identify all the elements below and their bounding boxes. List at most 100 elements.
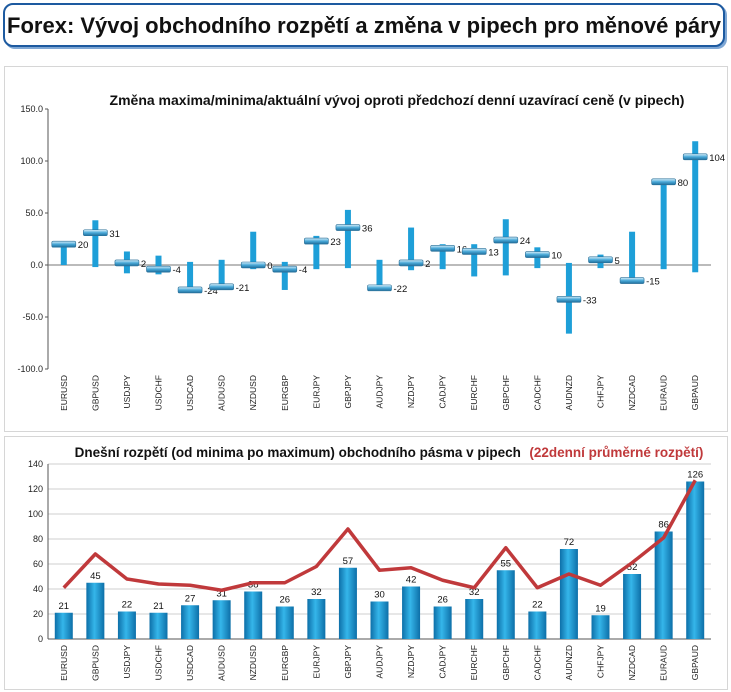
bar-value-label: 42: [406, 575, 417, 586]
category-label: AUDUSD: [217, 645, 227, 681]
category-label: CADCHF: [532, 375, 542, 410]
y-tick-label: 20: [33, 609, 43, 619]
data-label: -15: [646, 277, 660, 288]
bar: [402, 586, 421, 639]
category-label: USDCAD: [185, 645, 195, 681]
current-marker: [272, 265, 298, 273]
page-header: Forex: Vývoj obchodního rozpětí a změna …: [3, 3, 725, 47]
range-bar: [439, 244, 446, 270]
bar-chart-title-main: Dnešní rozpětí (od minima po maximum) ob…: [75, 445, 521, 460]
category-label: CADJPY: [438, 645, 448, 679]
current-marker: [177, 286, 203, 294]
bar-value-label: 26: [437, 595, 448, 606]
category-label: EURJPY: [311, 645, 321, 679]
data-label: 2: [141, 259, 146, 270]
y-tick-label: 140: [28, 459, 43, 469]
bar-value-label: 31: [216, 588, 227, 599]
bar: [465, 599, 484, 639]
category-label: EURGBP: [280, 645, 290, 681]
data-label: -21: [236, 283, 250, 294]
data-label: 13: [488, 247, 499, 258]
bar-value-label: 72: [564, 537, 575, 548]
current-marker: [493, 236, 519, 244]
data-label: 23: [330, 237, 341, 248]
data-label: 24: [520, 236, 531, 247]
bar-value-label: 86: [658, 520, 669, 531]
y-tick-label: 0.0: [30, 260, 43, 270]
bar: [686, 481, 705, 639]
current-marker: [240, 261, 266, 269]
range-bar: [187, 261, 194, 291]
y-tick-label: 120: [28, 484, 43, 494]
range-chart: Změna maxima/minima/aktuální vývoj oprot…: [17, 92, 725, 411]
category-label: EURAUD: [659, 375, 669, 411]
y-tick-label: -100.0: [17, 364, 43, 374]
bar-value-label: 126: [687, 470, 703, 481]
range-bar: [376, 259, 383, 290]
bar: [623, 574, 642, 639]
data-label: 36: [362, 224, 373, 235]
bar: [307, 599, 326, 639]
category-label: GBPJPY: [343, 645, 353, 679]
bar: [149, 612, 168, 639]
data-label: -4: [173, 265, 181, 276]
category-label: GBPCHF: [501, 375, 511, 410]
average-range-line: [62, 479, 697, 592]
category-label: NZDJPY: [406, 375, 416, 408]
category-label: NZDCAD: [627, 375, 637, 410]
category-label: NZDUSD: [248, 375, 258, 410]
range-bar: [92, 220, 99, 268]
data-label: 104: [709, 153, 725, 164]
bar: [181, 605, 200, 639]
range-bar: [155, 255, 162, 275]
bar-value-label: 38: [248, 580, 259, 591]
range-bar: [692, 141, 699, 273]
y-tick-label: 60: [33, 559, 43, 569]
y-tick-label: 100.0: [20, 156, 43, 166]
range-bar: [502, 219, 509, 276]
current-marker: [114, 259, 140, 267]
category-label: NZDCAD: [627, 645, 637, 680]
data-label: 80: [678, 178, 689, 189]
bar: [433, 606, 452, 639]
range-bar: [660, 181, 667, 270]
y-tick-label: 150.0: [20, 104, 43, 114]
category-label: EURJPY: [311, 375, 321, 409]
category-label: GBPUSD: [90, 375, 100, 411]
current-marker: [588, 256, 613, 264]
current-marker: [461, 248, 487, 255]
category-label: CHFJPY: [596, 645, 606, 678]
data-label: -24: [204, 286, 218, 297]
bar: [338, 567, 357, 639]
current-marker: [682, 153, 708, 161]
category-label: CADCHF: [532, 645, 542, 680]
data-label: -4: [299, 265, 307, 276]
bar-value-label: 55: [500, 558, 511, 569]
bar: [654, 531, 673, 639]
category-label: USDCAD: [185, 375, 195, 411]
category-label: EURGBP: [280, 375, 290, 411]
data-label: 10: [551, 251, 562, 262]
category-label: GBPCHF: [501, 645, 511, 680]
current-marker: [83, 229, 108, 237]
bar: [86, 582, 105, 639]
data-label: 0: [267, 261, 272, 272]
bar-chart-title-accent: (22denní průměrné rozpětí): [529, 445, 703, 460]
current-marker: [209, 283, 234, 291]
y-tick-label: 100: [28, 509, 43, 519]
bar-value-label: 21: [58, 601, 69, 612]
range-bar: [281, 261, 288, 290]
bar: [117, 611, 136, 639]
category-label: AUDNZD: [564, 375, 574, 410]
category-label: EURUSD: [59, 375, 69, 411]
bar-value-label: 21: [153, 601, 164, 612]
bar: [496, 570, 515, 639]
bar-chart-title: Dnešní rozpětí (od minima po maximum) ob…: [75, 444, 704, 461]
current-marker: [556, 296, 582, 303]
y-tick-label: 0: [38, 634, 43, 644]
range-bar: [60, 244, 67, 265]
category-label: GBPJPY: [343, 375, 353, 409]
y-tick-label: 80: [33, 534, 43, 544]
bar-chart: Dnešní rozpětí (od minima po maximum) ob…: [28, 444, 711, 681]
category-label: EURCHF: [469, 375, 479, 410]
